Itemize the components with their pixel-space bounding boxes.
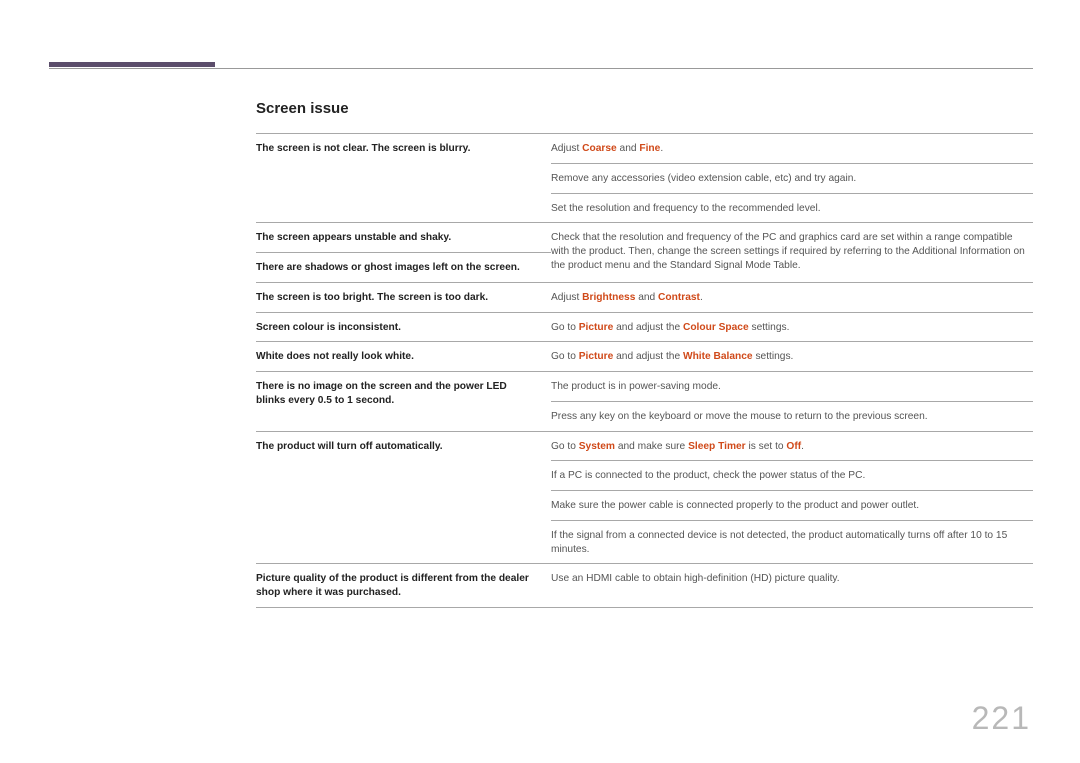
issue-solution: Check that the resolution and frequency … [551, 223, 1033, 283]
section-title: Screen issue [256, 100, 1033, 117]
issue-description: The screen is not clear. The screen is b… [256, 134, 551, 223]
issue-solution: Set the resolution and frequency to the … [551, 193, 1033, 223]
issue-description: There is no image on the screen and the … [256, 372, 551, 432]
table-row: The screen is not clear. The screen is b… [256, 134, 1033, 164]
table-row: Picture quality of the product is differ… [256, 564, 1033, 607]
issue-solution: Adjust Brightness and Contrast. [551, 282, 1033, 312]
table-row: The product will turn off automatically.… [256, 431, 1033, 461]
issue-solution: Press any key on the keyboard or move th… [551, 401, 1033, 431]
issue-solution: If a PC is connected to the product, che… [551, 461, 1033, 491]
issue-solution: Adjust Coarse and Fine. [551, 134, 1033, 164]
content-area: Screen issue The screen is not clear. Th… [256, 100, 1033, 608]
issue-description: White does not really look white. [256, 342, 551, 372]
header-accent-bar [49, 62, 215, 67]
table-row: White does not really look white.Go to P… [256, 342, 1033, 372]
highlighted-term: Off [786, 441, 801, 452]
issue-solution: Use an HDMI cable to obtain high-definit… [551, 564, 1033, 607]
highlighted-term: Contrast [658, 292, 700, 303]
issue-description: Screen colour is inconsistent. [256, 312, 551, 342]
issue-solution: Make sure the power cable is connected p… [551, 491, 1033, 521]
highlighted-term: Picture [579, 351, 614, 362]
page-number: 221 [972, 700, 1031, 737]
issue-description: The screen appears unstable and shaky. [256, 223, 551, 253]
table-row: There is no image on the screen and the … [256, 372, 1033, 402]
issue-description: There are shadows or ghost images left o… [256, 253, 551, 283]
highlighted-term: Fine [639, 143, 660, 154]
issue-description: The product will turn off automatically. [256, 431, 551, 564]
highlighted-term: System [579, 441, 615, 452]
highlighted-term: Colour Space [683, 322, 749, 333]
header-rule [49, 68, 1033, 69]
issue-solution: Go to Picture and adjust the Colour Spac… [551, 312, 1033, 342]
issue-description: The screen is too bright. The screen is … [256, 282, 551, 312]
issue-description: Picture quality of the product is differ… [256, 564, 551, 607]
issue-solution: Go to Picture and adjust the White Balan… [551, 342, 1033, 372]
troubleshooting-table: The screen is not clear. The screen is b… [256, 133, 1033, 607]
highlighted-term: Coarse [582, 143, 617, 154]
issue-solution: If the signal from a connected device is… [551, 520, 1033, 564]
table-row: The screen is too bright. The screen is … [256, 282, 1033, 312]
table-bottom-rule [256, 607, 1033, 608]
highlighted-term: White Balance [683, 351, 753, 362]
issue-solution: The product is in power-saving mode. [551, 372, 1033, 402]
issue-solution: Remove any accessories (video extension … [551, 163, 1033, 193]
highlighted-term: Brightness [582, 292, 635, 303]
table-row: Screen colour is inconsistent.Go to Pict… [256, 312, 1033, 342]
table-row: The screen appears unstable and shaky.Ch… [256, 223, 1033, 253]
highlighted-term: Picture [579, 322, 614, 333]
issue-solution: Go to System and make sure Sleep Timer i… [551, 431, 1033, 461]
highlighted-term: Sleep Timer [688, 441, 746, 452]
